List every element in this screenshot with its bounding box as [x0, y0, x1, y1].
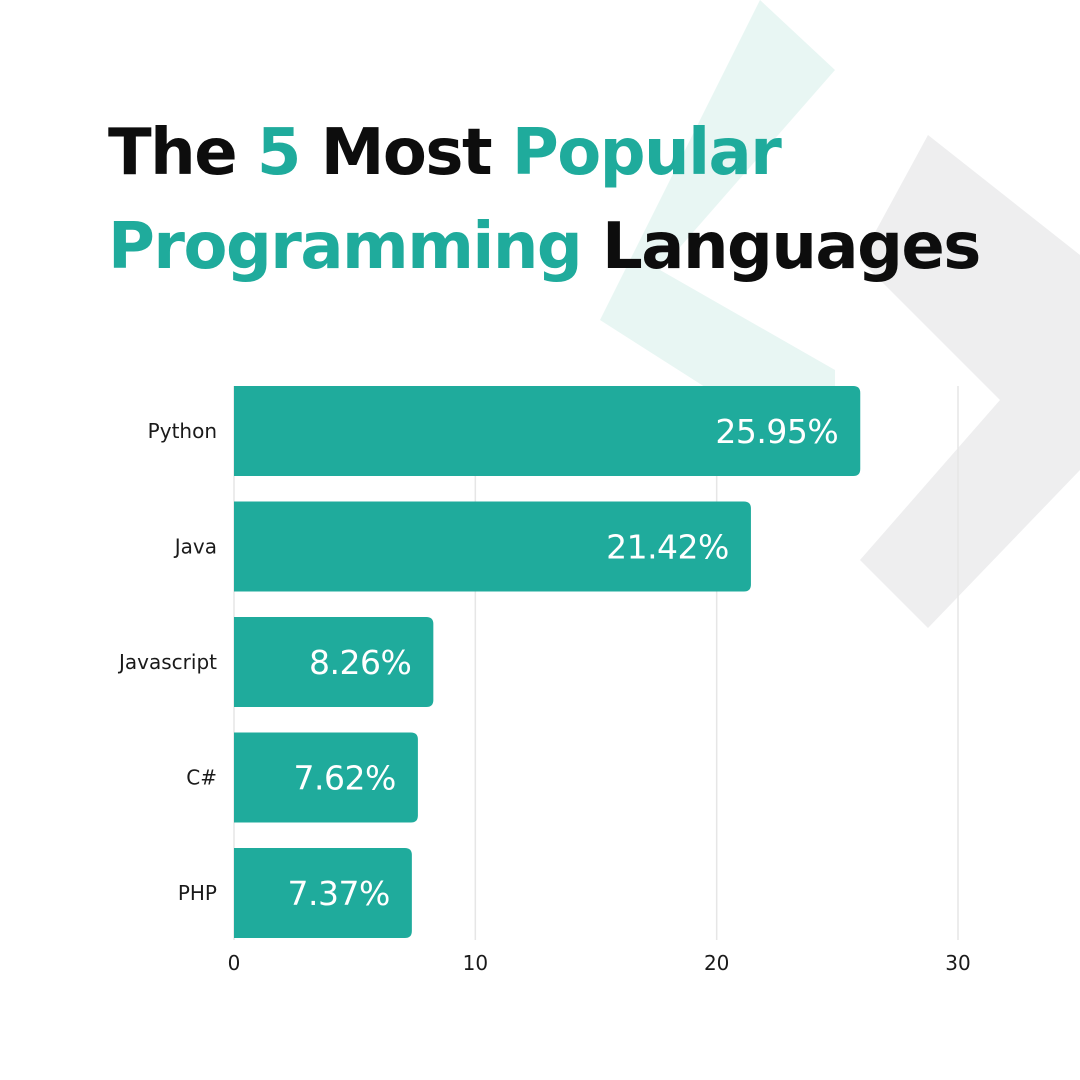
x-axis-tick-labels: 0 10 20 30: [228, 951, 971, 975]
category-label: C#: [186, 766, 217, 790]
gray-chevron-shape: [860, 135, 1080, 628]
title-word-most: Most: [320, 116, 493, 190]
x-tick-label: 10: [463, 951, 488, 975]
grid-lines: [233, 386, 959, 940]
value-label: 7.37%: [288, 874, 390, 913]
value-label: 8.26%: [309, 643, 411, 682]
value-label: 21.42%: [606, 528, 729, 567]
bar-php: [234, 848, 412, 938]
title-word-the: The: [108, 116, 238, 190]
category-label: Javascript: [117, 650, 217, 674]
value-label: 25.95%: [715, 412, 838, 451]
title-word-languages: Languages: [601, 210, 981, 284]
bar-c-: [234, 732, 418, 823]
value-labels: 25.95% 21.42% 8.26% 7.62% 7.37%: [288, 412, 839, 913]
teal-chevron-shape: [600, 0, 835, 470]
x-tick-label: 20: [704, 951, 729, 975]
x-tick-label: 0: [228, 951, 241, 975]
category-label: Python: [148, 419, 217, 443]
bar-javascript: [234, 617, 434, 707]
value-label: 7.62%: [294, 759, 396, 798]
category-label: PHP: [178, 881, 217, 905]
x-tick-label: 30: [945, 951, 970, 975]
bar-java: [234, 501, 751, 592]
bar-python: [234, 386, 861, 476]
page-title: The 5 Most Popular Programming Languages: [108, 106, 981, 294]
bars: [234, 386, 861, 938]
title-word-popular: Popular: [511, 116, 782, 190]
category-label: Java: [173, 535, 217, 559]
title-word-programming: Programming: [108, 210, 583, 284]
category-labels: Python Java Javascript C# PHP: [117, 419, 217, 905]
title-word-5: 5: [256, 116, 302, 190]
